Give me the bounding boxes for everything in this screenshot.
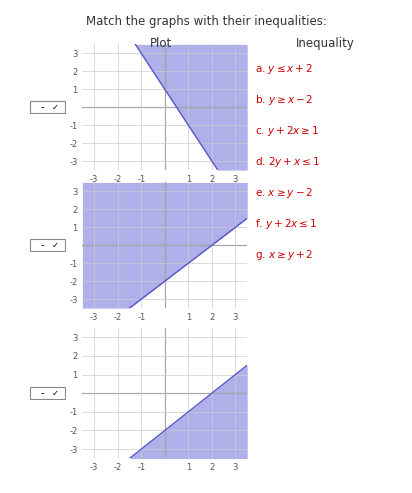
FancyBboxPatch shape xyxy=(30,239,65,251)
Text: ✓: ✓ xyxy=(52,103,59,112)
Text: Inequality: Inequality xyxy=(296,37,355,50)
Text: b. $y \geq x - 2$: b. $y \geq x - 2$ xyxy=(255,93,314,106)
Text: ✓: ✓ xyxy=(52,241,59,250)
Text: e. $x \geq y - 2$: e. $x \geq y - 2$ xyxy=(255,186,314,200)
Text: g. $x \geq y + 2$: g. $x \geq y + 2$ xyxy=(255,248,314,262)
Text: d. $2y + x \leq 1$: d. $2y + x \leq 1$ xyxy=(255,155,321,169)
Text: ✓: ✓ xyxy=(52,388,59,398)
Text: -: - xyxy=(40,102,44,112)
Text: Match the graphs with their inequalities:: Match the graphs with their inequalities… xyxy=(86,15,326,28)
Text: -: - xyxy=(40,388,44,398)
Text: -: - xyxy=(40,240,44,250)
Text: f. $y + 2x \leq 1$: f. $y + 2x \leq 1$ xyxy=(255,217,318,231)
FancyBboxPatch shape xyxy=(30,387,65,399)
Text: Plot: Plot xyxy=(150,37,172,50)
FancyBboxPatch shape xyxy=(30,101,65,113)
Text: a. $y \leq x + 2$: a. $y \leq x + 2$ xyxy=(255,62,314,75)
Text: c. $y + 2x \geq 1$: c. $y + 2x \geq 1$ xyxy=(255,124,320,138)
